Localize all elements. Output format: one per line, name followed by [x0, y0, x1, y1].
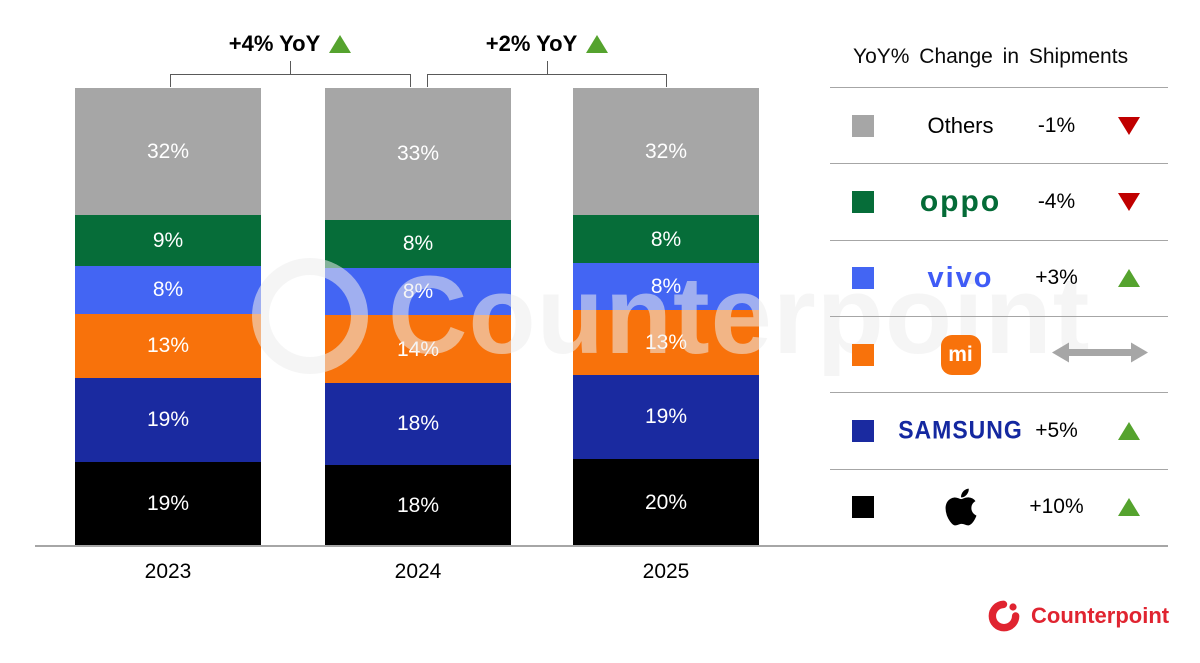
bar-segment-others-2024: 33% — [325, 88, 511, 220]
x-axis-label-2024: 2024 — [394, 560, 442, 583]
bar-segment-oppo-2025: 8% — [573, 215, 759, 263]
segment-value-label: 8% — [402, 279, 434, 303]
bracket-line-2023-2024 — [170, 74, 411, 87]
yoy-annotation-label: +4% YoY — [228, 31, 321, 56]
legend-row-samsung: SAMSUNG +5% — [830, 393, 1168, 470]
segment-value-label: 19% — [146, 492, 190, 516]
bar-segment-xiaomi-2025: 13% — [573, 310, 759, 375]
bar-segment-vivo-2023: 8% — [75, 266, 261, 314]
bracket-stem — [290, 61, 291, 74]
legend-title: YoY% Change in Shipments — [853, 45, 1129, 68]
legend-row-oppo: oppo -4% — [830, 164, 1168, 241]
legend-row-others: Others -1% — [830, 88, 1168, 165]
apple-logo-icon — [945, 488, 976, 526]
segment-value-label: 19% — [644, 405, 688, 429]
counterpoint-c-icon — [988, 600, 1020, 632]
bar-segment-samsung-2023: 19% — [75, 377, 261, 462]
vivo-logo-cell: vivo — [898, 262, 1023, 295]
samsung-logo: SAMSUNG — [898, 416, 1023, 445]
segment-value-label: 8% — [650, 227, 682, 251]
others-change-value: -1% — [1037, 113, 1076, 137]
apple-change-value: +10% — [1029, 495, 1084, 519]
bar-segment-apple-2025: 20% — [573, 458, 759, 546]
apple-logo-cell — [898, 486, 1023, 528]
yoy-annotation-2024-2025: +2% YoY — [427, 31, 667, 57]
legend-swatch-apple — [852, 496, 874, 519]
bar-segment-oppo-2023: 9% — [75, 215, 261, 267]
bar-segment-xiaomi-2023: 13% — [75, 313, 261, 378]
segment-value-label: 8% — [402, 232, 434, 256]
legend-swatch-samsung — [852, 419, 874, 442]
vivo-change-value: +3% — [1035, 266, 1078, 290]
up-arrow-icon — [586, 35, 609, 53]
segment-value-label: 32% — [644, 140, 688, 164]
x-axis-line — [35, 545, 1168, 547]
yoy-annotation-label: +2% YoY — [485, 31, 578, 56]
bar-segment-apple-2023: 19% — [75, 461, 261, 546]
bar-segment-xiaomi-2024: 14% — [325, 315, 511, 384]
yoy-annotation-2023-2024: +4% YoY — [170, 31, 410, 57]
segment-value-label: 13% — [644, 330, 688, 354]
oppo-logo-cell: oppo — [898, 185, 1023, 219]
xiaomi-mi-logo: mi — [940, 334, 981, 375]
segment-value-label: 18% — [396, 493, 440, 517]
stacked-bar-2024: 33% 8% 8% 14% 18% 18% — [325, 88, 511, 546]
bar-segment-others-2023: 32% — [75, 88, 261, 216]
down-arrow-icon — [1090, 116, 1168, 135]
segment-value-label: 33% — [396, 142, 440, 166]
legend-swatch-xiaomi — [852, 343, 874, 366]
down-arrow-icon — [1090, 192, 1168, 211]
x-axis-label-2025: 2025 — [642, 560, 690, 583]
samsung-change-value: +5% — [1035, 418, 1078, 442]
samsung-logo-cell: SAMSUNG — [898, 416, 1023, 445]
up-arrow-icon — [1090, 269, 1168, 288]
segment-value-label: 18% — [396, 412, 440, 436]
counterpoint-wordmark: Counterpoint — [1031, 603, 1170, 628]
segment-value-label: 14% — [396, 337, 440, 361]
x-axis-label-2023: 2023 — [144, 560, 192, 583]
oppo-change-value: -4% — [1037, 189, 1076, 213]
xiaomi-logo-cell: mi — [898, 334, 1023, 375]
bar-segment-apple-2024: 18% — [325, 464, 511, 546]
bar-segment-vivo-2025: 8% — [573, 262, 759, 311]
bar-segment-samsung-2024: 18% — [325, 383, 511, 465]
legend-row-xiaomi: mi — [830, 317, 1168, 394]
up-arrow-icon — [1090, 498, 1168, 517]
bar-segment-oppo-2024: 8% — [325, 219, 511, 268]
legend-swatch-oppo — [852, 190, 874, 213]
legend-swatch-vivo — [852, 267, 874, 290]
legend-swatch-others — [852, 114, 874, 137]
vivo-logo: vivo — [927, 261, 994, 294]
legend-row-apple: +10% — [830, 470, 1168, 545]
bar-segment-vivo-2024: 8% — [325, 267, 511, 316]
bracket-stem — [547, 61, 548, 74]
segment-value-label: 32% — [146, 140, 190, 164]
segment-value-label: 8% — [650, 275, 682, 299]
segment-value-label: 8% — [152, 278, 184, 302]
segment-value-label: 13% — [146, 334, 190, 358]
up-arrow-icon — [1090, 421, 1168, 440]
counterpoint-logo: Counterpoint — [986, 598, 1169, 634]
oppo-logo: oppo — [919, 184, 1002, 218]
bar-segment-samsung-2025: 19% — [573, 374, 759, 459]
stacked-bar-2023: 32% 9% 8% 13% 19% 19% — [75, 88, 261, 546]
legend-table: Others -1% oppo -4% vivo +3% mi — [830, 87, 1168, 545]
stacked-bar-2025: 32% 8% 8% 13% 19% 20% — [573, 88, 759, 546]
segment-value-label: 20% — [644, 490, 688, 514]
up-arrow-icon — [329, 35, 352, 53]
segment-value-label: 9% — [152, 229, 184, 253]
others-label-cell: Others — [898, 113, 1023, 139]
others-label: Others — [927, 112, 994, 138]
bar-segment-others-2025: 32% — [573, 88, 759, 216]
segment-value-label: 19% — [146, 408, 190, 432]
legend-row-vivo: vivo +3% — [830, 241, 1168, 317]
bracket-line-2024-2025 — [427, 74, 667, 87]
